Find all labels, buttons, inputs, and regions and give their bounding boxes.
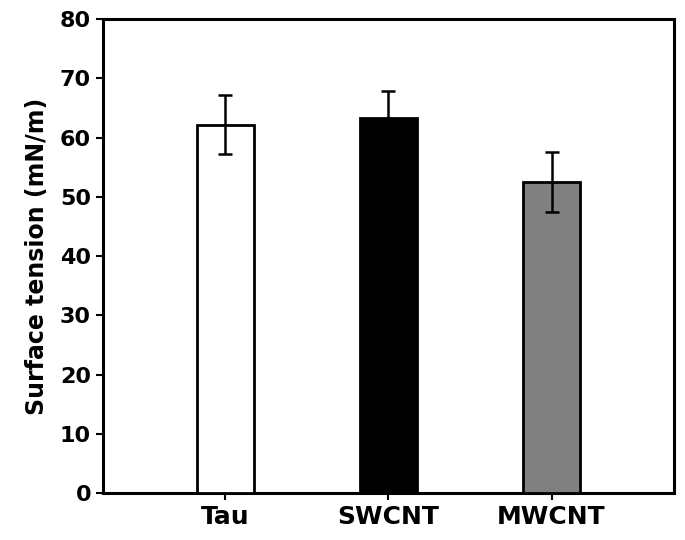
Bar xyxy=(523,182,580,493)
Bar xyxy=(360,118,417,493)
Y-axis label: Surface tension (mN/m): Surface tension (mN/m) xyxy=(25,98,49,415)
Bar xyxy=(197,125,253,493)
